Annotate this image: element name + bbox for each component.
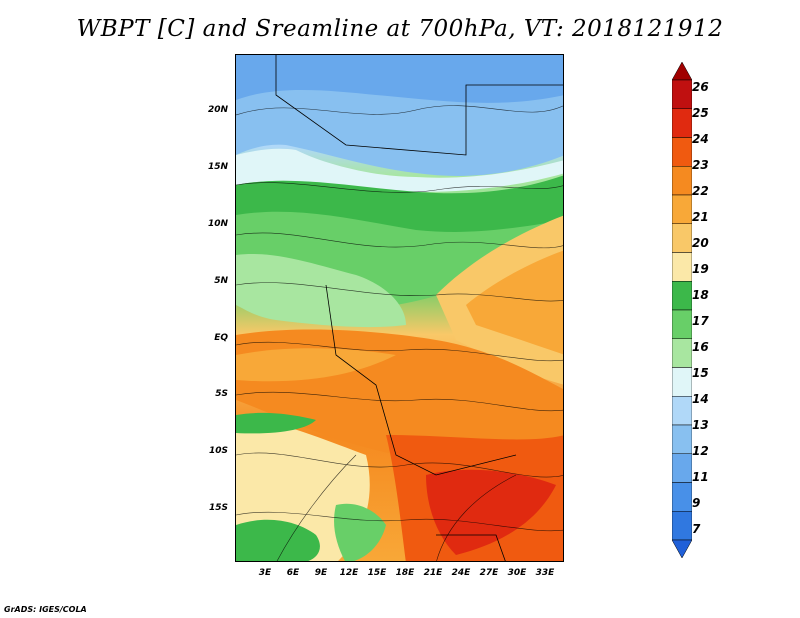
lon-tick-27e: 27E [479,568,499,578]
color-bar-legend [672,62,692,558]
color-bar-segment [672,223,692,253]
lon-tick-3e: 3E [258,568,272,578]
color-bar-segment [672,309,692,339]
legend-label-19: 19 [692,262,709,276]
color-bar-segment [672,338,692,368]
legend-label-15: 15 [692,366,709,380]
lon-tick-21e: 21E [423,568,443,578]
lon-tick-15e: 15E [367,568,387,578]
color-bar-segment [672,62,692,81]
lon-tick-18e: 18E [395,568,415,578]
color-bar-segment [672,453,692,483]
lat-tick-10n: 10N [207,219,228,229]
legend-label-25: 25 [692,106,709,120]
lon-tick-24e: 24E [451,568,471,578]
footer-credit: GrADS: IGES/COLA [4,605,87,614]
legend-label-18: 18 [692,288,709,302]
chart-title: WBPT [C] and Sreamline at 700hPa, VT: 20… [76,16,724,42]
lat-tick-5n: 5N [214,276,228,286]
lon-tick-30e: 30E [507,568,527,578]
legend-label-12: 12 [692,444,709,458]
color-bar-segment [672,511,692,541]
legend-label-16: 16 [692,340,709,354]
lat-tick-10s: 10S [208,446,228,456]
lon-tick-9e: 9E [314,568,328,578]
color-bar-segment [672,281,692,311]
lat-tick-eq: EQ [214,333,228,343]
legend-label-13: 13 [692,418,709,432]
lat-tick-20n: 20N [207,105,228,115]
lon-tick-33e: 33E [535,568,555,578]
legend-label-9: 9 [692,496,701,510]
legend-label-22: 22 [692,184,709,198]
legend-label-23: 23 [692,158,709,172]
map-panel [235,54,564,562]
color-bar-segment [672,252,692,282]
legend-label-17: 17 [692,314,709,328]
legend-label-24: 24 [692,132,709,146]
legend-label-21: 21 [692,210,709,224]
color-bar-segment [672,194,692,224]
legend-label-7: 7 [692,522,701,536]
wbpt-field [236,55,563,561]
lon-tick-6e: 6E [286,568,300,578]
lon-tick-12e: 12E [339,568,359,578]
color-bar-segment [672,367,692,397]
color-bar-segment [672,539,692,558]
lat-tick-15s: 15S [208,503,228,513]
legend-label-20: 20 [692,236,709,250]
color-bar-segment [672,396,692,426]
legend-label-14: 14 [692,392,709,406]
color-bar-segment [672,424,692,454]
legend-label-11: 11 [692,470,709,484]
color-bar-segment [672,108,692,138]
color-bar-segment [672,79,692,109]
legend-label-26: 26 [692,80,709,94]
color-bar-segment [672,137,692,167]
lat-tick-5s: 5S [215,389,228,399]
color-bar-segment [672,166,692,196]
color-bar-segment [672,482,692,512]
lat-tick-15n: 15N [207,162,228,172]
